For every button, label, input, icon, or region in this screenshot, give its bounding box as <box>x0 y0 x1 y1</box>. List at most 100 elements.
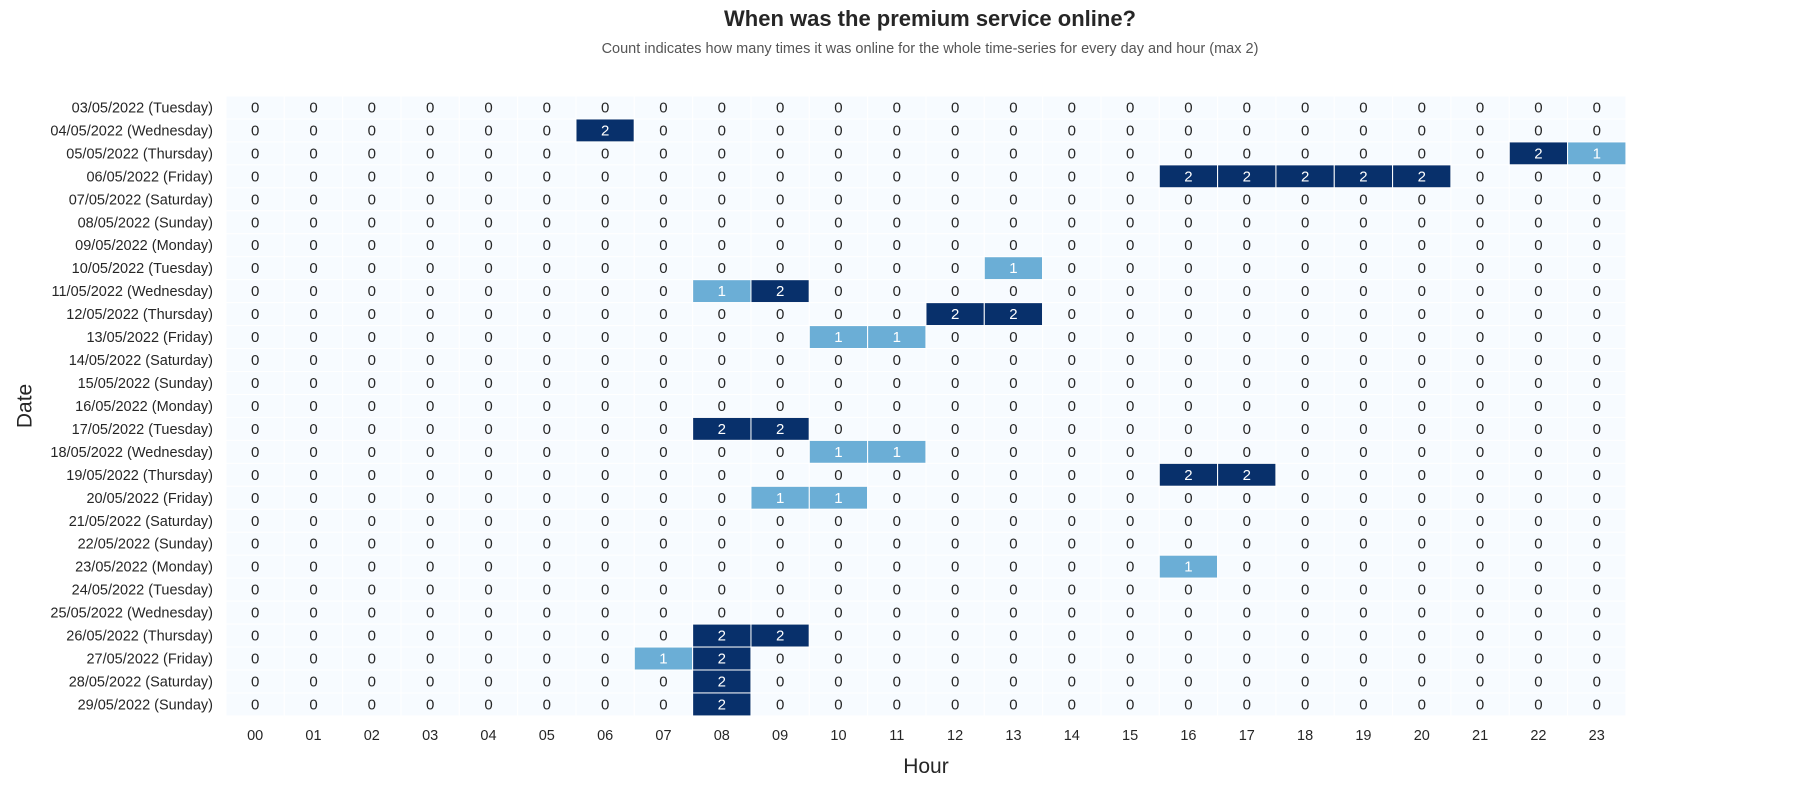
cell-value-label: 0 <box>1534 99 1542 116</box>
cell-value-label: 0 <box>1534 260 1542 277</box>
cell-value-label: 0 <box>659 582 667 599</box>
cell-value-label: 0 <box>1184 513 1192 530</box>
cell-value-label: 0 <box>1476 375 1484 392</box>
cell-value-label: 0 <box>893 214 901 231</box>
y-tick-label: 21/05/2022 (Saturday) <box>69 514 213 530</box>
cell-value-label: 0 <box>1301 444 1309 461</box>
cell-value-label: 0 <box>718 329 726 346</box>
cell-value-label: 0 <box>1476 467 1484 484</box>
cell-value-label: 0 <box>1301 283 1309 300</box>
y-tick-label: 26/05/2022 (Thursday) <box>66 629 213 645</box>
cell-value-label: 0 <box>893 559 901 576</box>
cell-value-label: 0 <box>1184 628 1192 645</box>
cell-value-label: 0 <box>1068 467 1076 484</box>
cell-value-label: 0 <box>834 582 842 599</box>
cell-value-label: 0 <box>718 122 726 139</box>
cell-value-label: 0 <box>601 651 609 668</box>
cell-value-label: 0 <box>1184 306 1192 323</box>
cell-value-label: 0 <box>1126 605 1134 622</box>
cell-value-label: 0 <box>1476 99 1484 116</box>
cell-value-label: 0 <box>1301 582 1309 599</box>
cell-value-label: 0 <box>1126 651 1134 668</box>
x-tick-label: 08 <box>714 728 730 744</box>
cell-value-label: 2 <box>718 651 726 668</box>
cell-value-label: 0 <box>426 191 434 208</box>
cell-value-label: 0 <box>484 191 492 208</box>
cell-value-label: 2 <box>1184 467 1192 484</box>
x-tick-label: 04 <box>480 728 496 744</box>
cell-value-label: 0 <box>1126 145 1134 162</box>
cell-value-label: 0 <box>1126 421 1134 438</box>
cell-value-label: 0 <box>718 99 726 116</box>
cell-value-label: 0 <box>309 283 317 300</box>
cell-value-label: 1 <box>893 329 901 346</box>
cell-value-label: 0 <box>1534 582 1542 599</box>
y-tick-label: 24/05/2022 (Tuesday) <box>72 583 213 599</box>
cell-value-label: 0 <box>659 145 667 162</box>
cell-value-label: 0 <box>1534 605 1542 622</box>
cell-value-label: 0 <box>1184 237 1192 254</box>
cell-value-label: 0 <box>1068 536 1076 553</box>
cell-value-label: 0 <box>1184 191 1192 208</box>
cell-value-label: 0 <box>1476 513 1484 530</box>
cell-value-label: 0 <box>251 191 259 208</box>
y-tick-label: 05/05/2022 (Thursday) <box>66 146 213 162</box>
cell-value-label: 2 <box>718 673 726 690</box>
cell-value-label: 0 <box>1534 352 1542 369</box>
y-tick-label: 11/05/2022 (Wednesday) <box>52 284 214 300</box>
cell-value-label: 0 <box>834 145 842 162</box>
cell-value-label: 0 <box>1301 122 1309 139</box>
cell-value-label: 0 <box>1534 237 1542 254</box>
cell-value-label: 0 <box>251 467 259 484</box>
cell-value-label: 0 <box>659 536 667 553</box>
cell-value-label: 0 <box>1593 696 1601 713</box>
cell-value-label: 0 <box>309 329 317 346</box>
cell-value-label: 0 <box>1009 214 1017 231</box>
cell-value-label: 0 <box>776 352 784 369</box>
cell-value-label: 0 <box>309 673 317 690</box>
cell-value-label: 0 <box>1126 191 1134 208</box>
cell-value-label: 0 <box>1534 168 1542 185</box>
cell-value-label: 0 <box>1068 237 1076 254</box>
cell-value-label: 0 <box>601 628 609 645</box>
cell-value-label: 0 <box>718 536 726 553</box>
cell-value-label: 0 <box>1359 306 1367 323</box>
cell-value-label: 1 <box>834 490 842 507</box>
cell-value-label: 0 <box>1126 375 1134 392</box>
cell-value-label: 2 <box>951 306 959 323</box>
cell-value-label: 0 <box>543 628 551 645</box>
cell-value-label: 0 <box>1418 467 1426 484</box>
cell-value-label: 0 <box>1243 99 1251 116</box>
y-tick-label: 09/05/2022 (Monday) <box>75 238 213 254</box>
cell-value-label: 0 <box>1534 122 1542 139</box>
cell-value-label: 0 <box>1418 696 1426 713</box>
cell-value-label: 0 <box>1243 559 1251 576</box>
cell-value-label: 0 <box>601 444 609 461</box>
cell-value-label: 0 <box>1243 283 1251 300</box>
cell-value-label: 0 <box>1126 536 1134 553</box>
cell-value-label: 0 <box>1301 306 1309 323</box>
cell-value-label: 0 <box>951 375 959 392</box>
cell-value-label: 0 <box>893 582 901 599</box>
cell-value-label: 0 <box>484 260 492 277</box>
x-tick-label: 20 <box>1414 728 1430 744</box>
cell-value-label: 0 <box>951 559 959 576</box>
x-tick-label: 21 <box>1472 728 1488 744</box>
cell-value-label: 0 <box>251 651 259 668</box>
y-tick-label: 10/05/2022 (Tuesday) <box>72 261 213 277</box>
x-tick-label: 14 <box>1064 728 1080 744</box>
cell-value-label: 0 <box>659 490 667 507</box>
cell-value-label: 0 <box>1359 329 1367 346</box>
cell-value-label: 0 <box>1243 582 1251 599</box>
cell-value-label: 0 <box>1301 99 1309 116</box>
cell-value-label: 0 <box>659 467 667 484</box>
cell-value-label: 0 <box>601 191 609 208</box>
cell-value-label: 0 <box>1476 490 1484 507</box>
cell-value-label: 0 <box>1534 375 1542 392</box>
cell-value-label: 0 <box>1126 329 1134 346</box>
cell-value-label: 0 <box>718 605 726 622</box>
cell-value-label: 0 <box>1476 191 1484 208</box>
cell-value-label: 0 <box>1243 651 1251 668</box>
cell-value-label: 0 <box>368 352 376 369</box>
cell-value-label: 0 <box>1359 122 1367 139</box>
